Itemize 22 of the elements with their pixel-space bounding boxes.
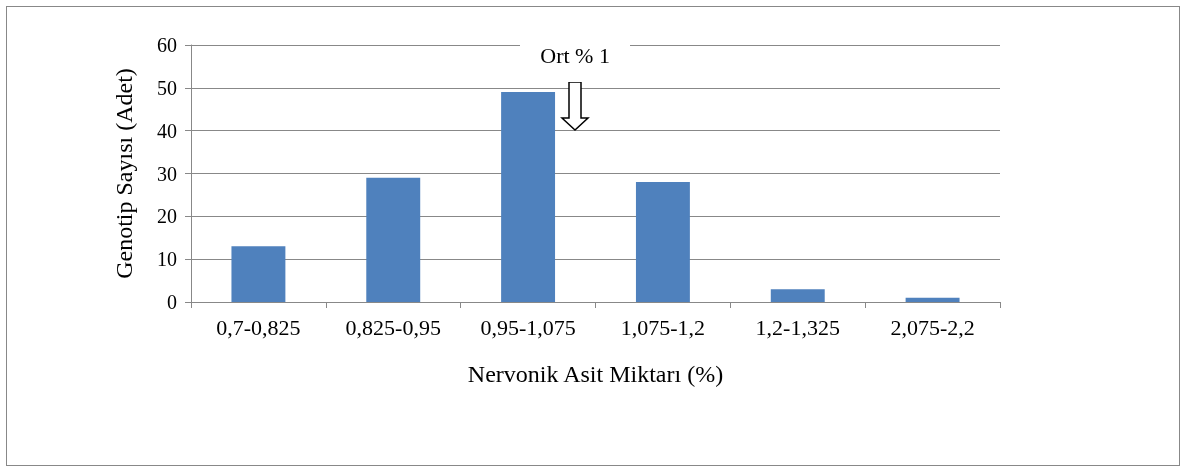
bar — [905, 297, 960, 302]
y-tick-label: 40 — [157, 119, 177, 142]
x-tick-label: 1,075-1,2 — [620, 314, 706, 340]
x-tick-label: 0,7-0,825 — [216, 314, 301, 340]
bar — [366, 177, 421, 302]
y-tick-label: 30 — [157, 162, 177, 185]
y-tick-label: 10 — [157, 248, 177, 271]
annotation: Ort % 1 — [520, 43, 630, 70]
y-tick-label: 50 — [157, 76, 177, 99]
bar — [635, 182, 690, 302]
x-tick-label: 0,825-0,95 — [345, 314, 441, 340]
y-tick-label: 0 — [167, 291, 177, 313]
x-tick-label: 1,2-1,325 — [755, 314, 840, 340]
x-tick-label: 0,95-1,075 — [480, 314, 576, 340]
x-axis-title: Nervonik Asit Miktarı (%) — [467, 361, 724, 387]
bar — [231, 246, 286, 302]
y-tick-label: 60 — [157, 34, 177, 56]
bar — [770, 289, 825, 302]
y-axis-title: Genotip Sayısı (Adet) — [111, 68, 137, 279]
y-tick-label: 20 — [157, 205, 177, 228]
bar — [501, 92, 556, 302]
x-tick-label: 2,075-2,2 — [890, 314, 975, 340]
